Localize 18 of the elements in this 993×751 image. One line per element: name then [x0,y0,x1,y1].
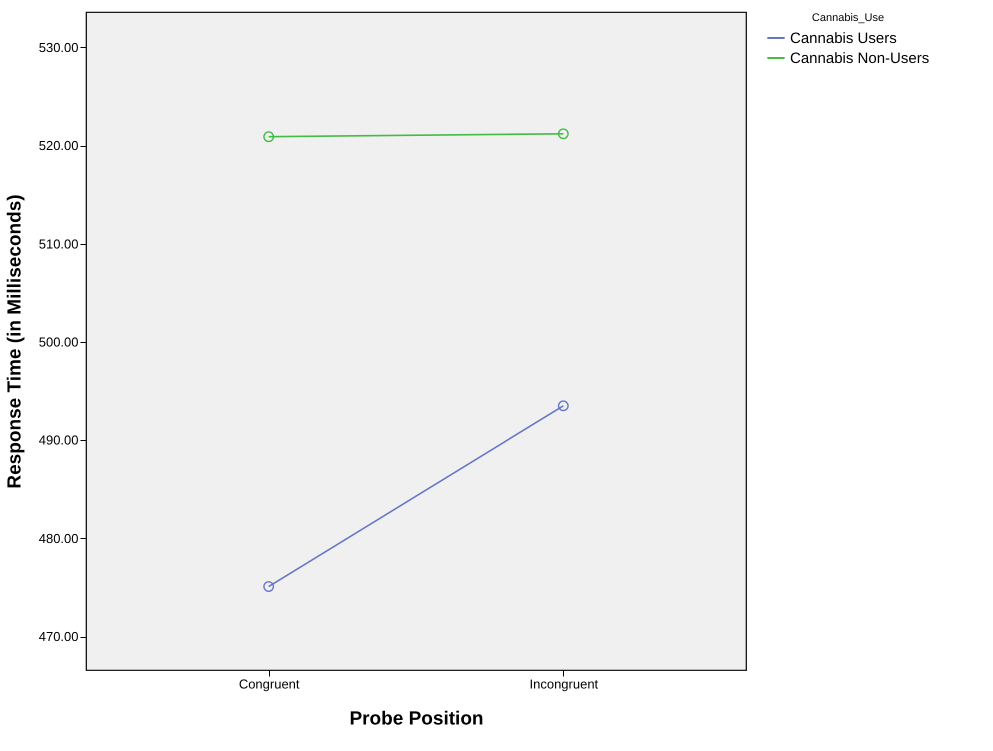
legend-label: Cannabis Non-Users [790,50,930,67]
legend-label: Cannabis Users [790,30,897,47]
point [558,128,569,140]
point [263,131,274,142]
x-tick-label: Congruent [238,676,300,692]
legend-title: Cannabis_Use [812,12,884,24]
y-tick-label: 530.00 [38,40,78,55]
y-tick-label: 490.00 [38,432,78,448]
y-tick-label: 510.00 [38,236,78,252]
y-tick-label: 520.00 [38,138,78,154]
y-axis-title: Response Time (in Milliseconds) [4,194,26,489]
x-tick-label: Incongruent [529,676,599,692]
x-axis-title: Probe Position [349,708,484,730]
point [558,400,569,412]
point [263,581,274,592]
y-tick-label: 500.00 [38,334,78,350]
y-tick-label: 470.00 [38,629,78,644]
y-tick-label: 480.00 [38,530,78,546]
